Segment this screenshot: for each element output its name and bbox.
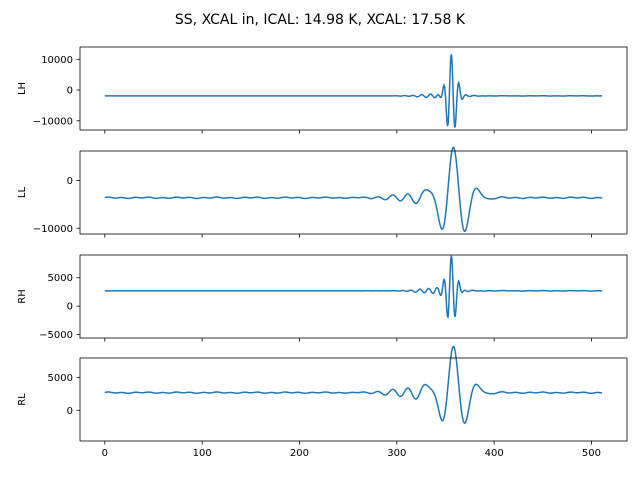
x-tick-label: 0 xyxy=(102,448,108,459)
x-tick-label: 500 xyxy=(582,448,601,459)
y-tick-label: 0 xyxy=(67,302,73,313)
y-tick-label: 5000 xyxy=(48,373,73,384)
axes-frame-rh xyxy=(79,254,628,339)
y-axis-label-rh: RH xyxy=(17,289,28,303)
axes-frame-ll xyxy=(79,150,628,235)
figure-title: SS, XCAL in, ICAL: 14.98 K, XCAL: 17.58 … xyxy=(175,12,466,28)
series-line-rh xyxy=(104,255,603,319)
y-axis-label-rl: RL xyxy=(17,393,28,406)
series-line-rl xyxy=(104,345,603,424)
axes-frame-rl xyxy=(79,357,628,442)
series-line-ll xyxy=(104,146,603,232)
axes-frame-lh xyxy=(79,46,628,131)
y-tick-label: 10000 xyxy=(41,55,73,66)
y-tick-label: −10000 xyxy=(33,116,73,127)
y-axis-label-ll: LL xyxy=(17,187,28,199)
x-tick-label: 300 xyxy=(387,448,406,459)
y-tick-label: 5000 xyxy=(48,273,73,284)
series-line-lh xyxy=(104,54,603,129)
x-tick-label: 100 xyxy=(193,448,212,459)
x-tick-label: 400 xyxy=(485,448,504,459)
y-tick-label: 0 xyxy=(67,406,73,417)
y-tick-label: 0 xyxy=(67,176,73,187)
x-tick-label: 200 xyxy=(290,448,309,459)
y-tick-label: −5000 xyxy=(39,330,73,341)
y-tick-label: −10000 xyxy=(33,224,73,235)
y-axis-label-lh: LH xyxy=(17,82,28,95)
y-tick-label: 0 xyxy=(67,86,73,97)
